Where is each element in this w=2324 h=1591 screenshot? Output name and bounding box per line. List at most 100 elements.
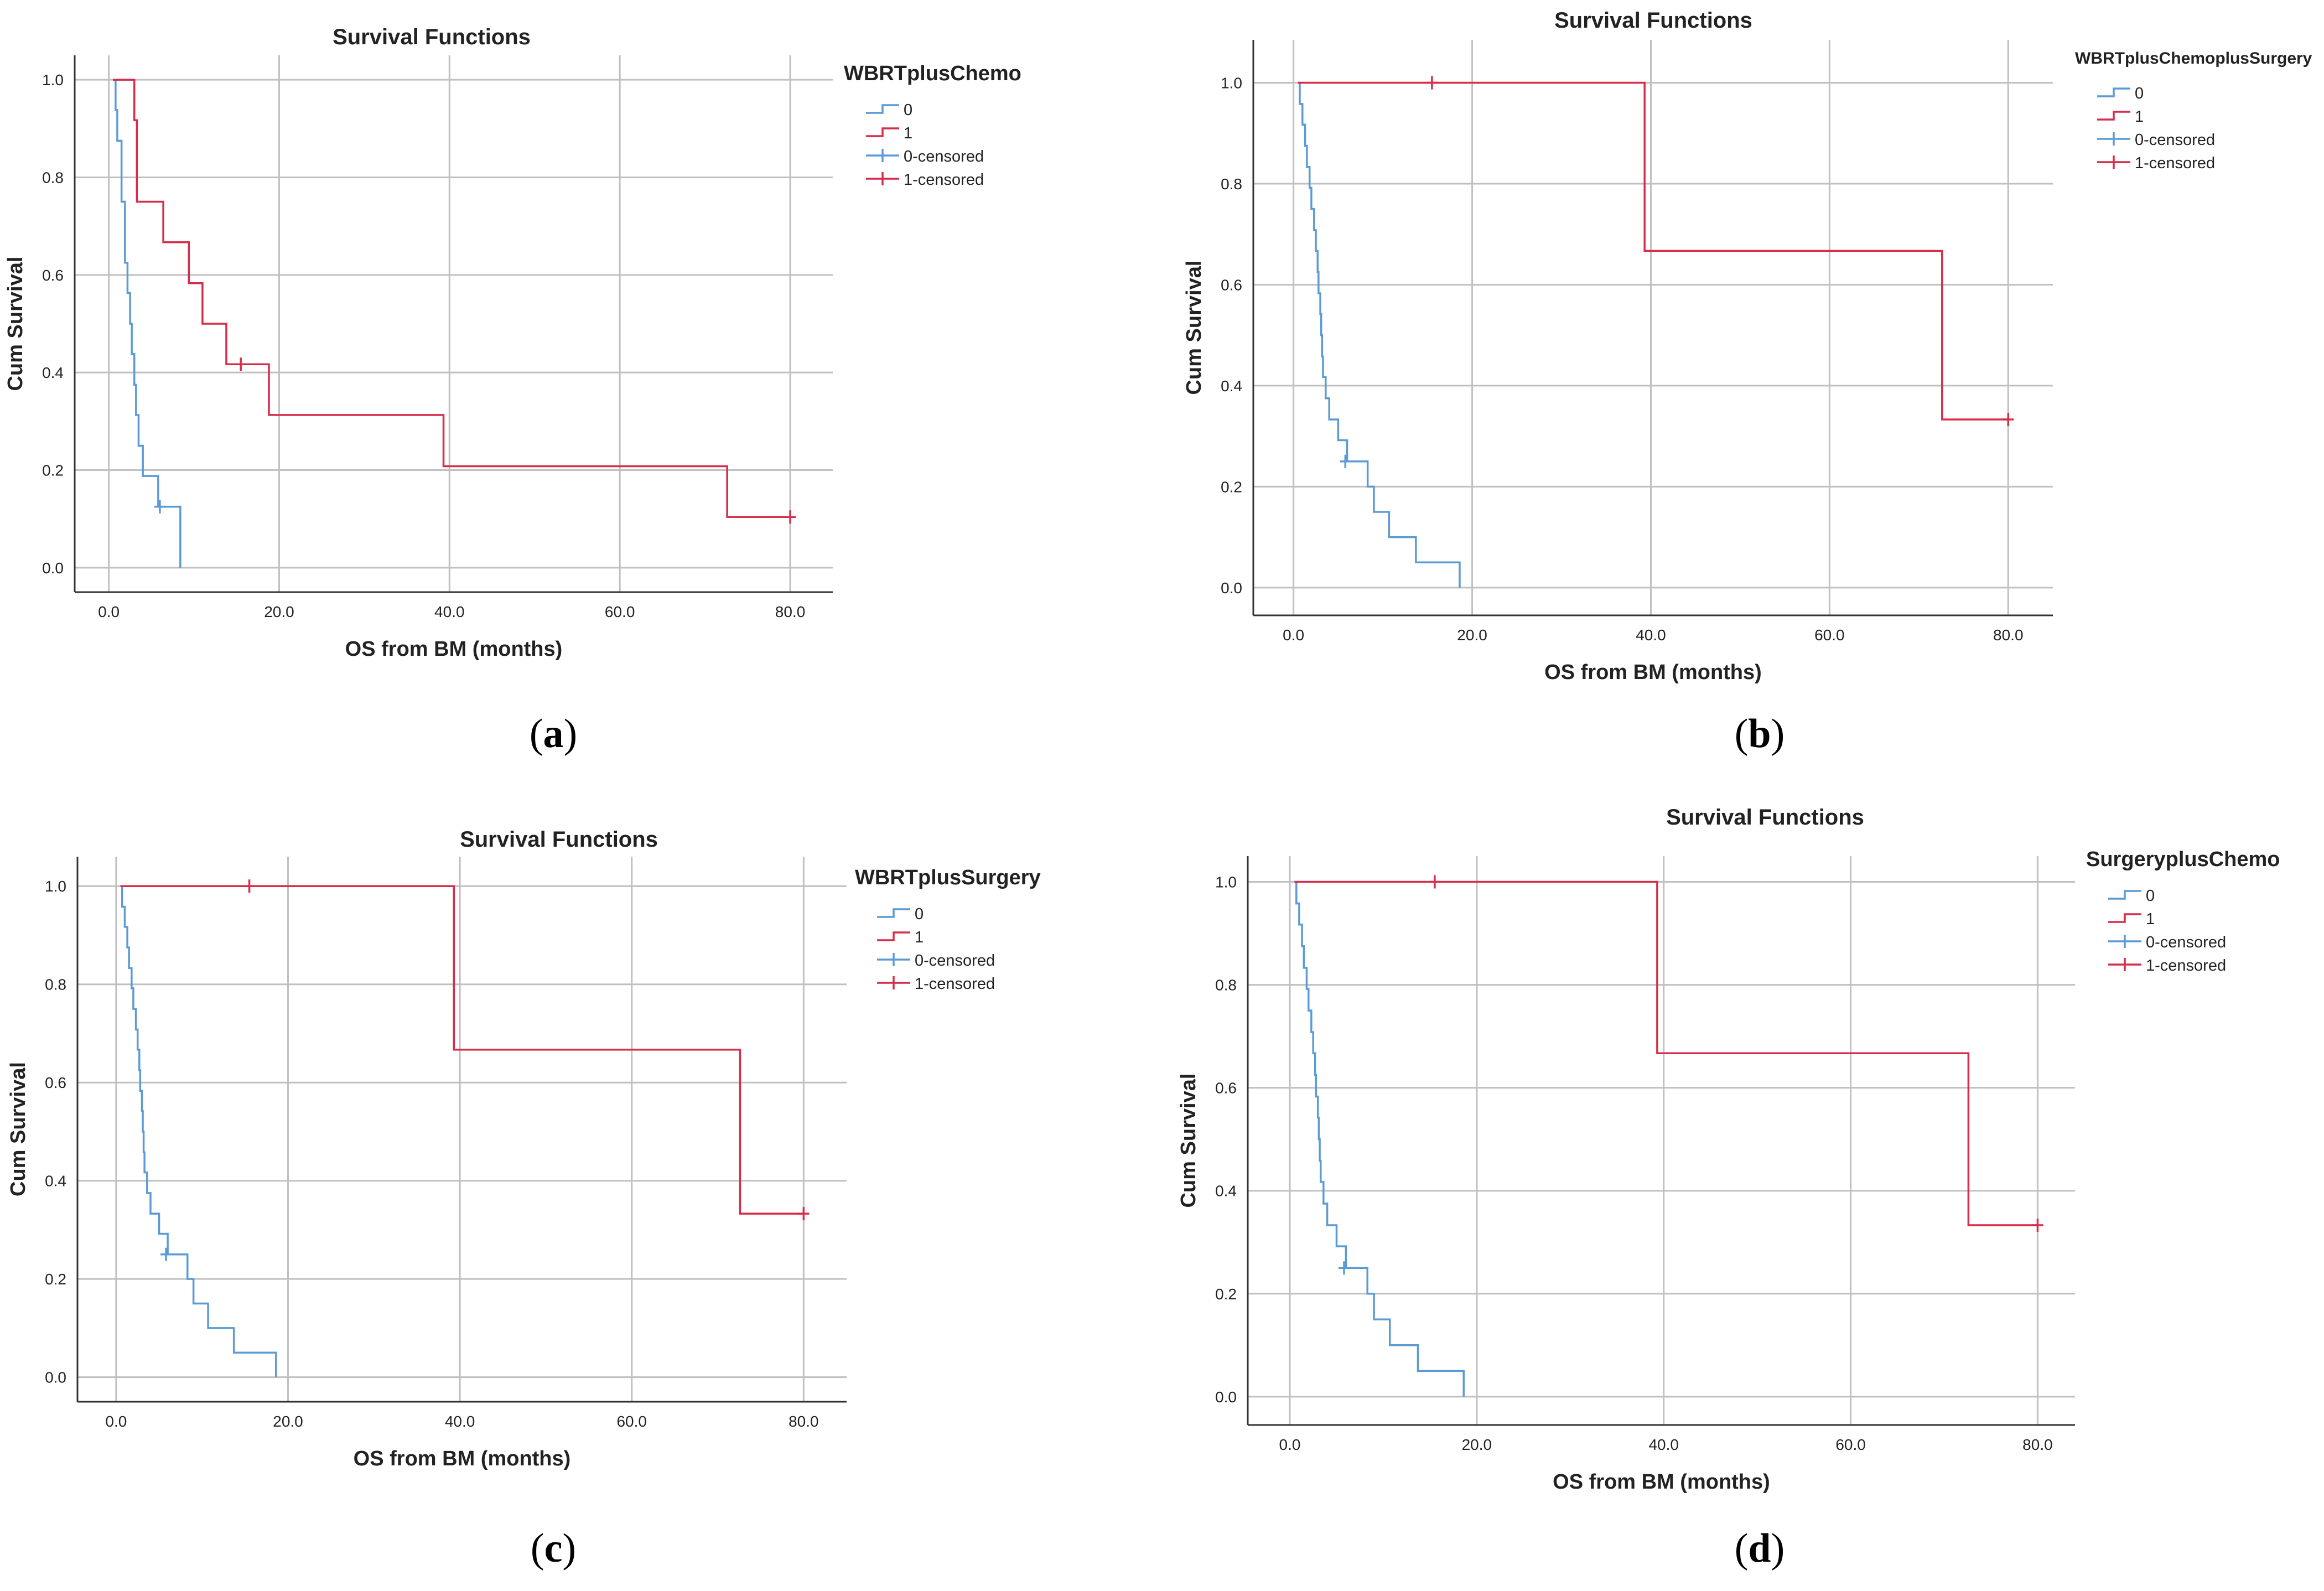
censor-mark-group-1 bbox=[798, 1207, 810, 1221]
survival-curve-group-1 bbox=[113, 79, 791, 518]
x-tick-label: 40.0 bbox=[445, 1413, 475, 1430]
chart-panel-d: 0.0 20.0 40.0 60.0 80.0 0.0 0.2 0.4 0.6 0.8 1.0 Sur… bbox=[1177, 805, 2280, 1571]
y-tick-label: 0.4 bbox=[45, 1173, 66, 1190]
legend-entry: 1-censored bbox=[915, 975, 995, 993]
legend: WBRTplusChemo 0 1 0-censored 1-censored bbox=[844, 62, 1021, 189]
chart-panel-b: 0.0 20.0 40.0 60.0 80.0 0.0 0.2 0.4 0.6 0.8 1.0 Sur… bbox=[1182, 8, 2312, 756]
panel-label-letter: c bbox=[544, 1526, 563, 1571]
chart-panel-c: 0.0 20.0 40.0 60.0 80.0 0.0 0.2 0.4 0.6 0.8 1.0 Sur… bbox=[7, 827, 1041, 1571]
y-tick-label: 0.2 bbox=[45, 1271, 66, 1288]
y-tick-label: 0.8 bbox=[1221, 175, 1242, 193]
censor-mark-group-1 bbox=[235, 357, 247, 371]
y-axis-label: Cum Survival bbox=[4, 257, 27, 391]
y-tick-label: 0.6 bbox=[1221, 276, 1242, 293]
x-tick-label: 20.0 bbox=[1457, 626, 1487, 644]
y-tick-label: 0.0 bbox=[45, 1369, 66, 1386]
legend-swatch-censor bbox=[2108, 935, 2141, 948]
legend-swatch-step bbox=[2108, 890, 2141, 900]
legend-entry: 1 bbox=[2135, 108, 2144, 126]
legend-entry: 0-censored bbox=[904, 148, 984, 165]
panel-label: (c) bbox=[531, 1526, 576, 1571]
legend-title: WBRTplusSurgery bbox=[855, 866, 1041, 889]
censor-mark-group-0 bbox=[160, 1247, 172, 1261]
legend-swatch-censor bbox=[2108, 958, 2141, 971]
legend-swatch-censor bbox=[866, 172, 899, 185]
legend-swatch-censor bbox=[877, 976, 910, 989]
y-tick-label: 1.0 bbox=[42, 71, 64, 89]
y-tick-label: 0.8 bbox=[45, 976, 66, 993]
y-tick-label: 0.6 bbox=[42, 267, 64, 284]
survival-curve-group-0 bbox=[1298, 81, 1461, 588]
legend-swatch-step bbox=[2108, 913, 2141, 923]
legend-swatch-step bbox=[877, 931, 910, 941]
censor-mark-group-1 bbox=[243, 879, 255, 893]
legend-entry: 0 bbox=[2146, 887, 2155, 905]
legend-entry: 1-censored bbox=[2146, 957, 2226, 975]
x-axis-label: OS from BM (months) bbox=[1553, 1470, 1770, 1494]
y-tick-label: 1.0 bbox=[45, 878, 66, 895]
survival-curve-group-1 bbox=[1298, 81, 2009, 421]
x-tick-label: 80.0 bbox=[2022, 1436, 2053, 1453]
legend-entry: 0-censored bbox=[915, 952, 995, 970]
x-tick-label: 0.0 bbox=[98, 603, 120, 620]
x-tick-label: 40.0 bbox=[1636, 626, 1666, 644]
legend-swatch-step bbox=[2097, 87, 2130, 97]
chart-title: Survival Functions bbox=[1666, 805, 1864, 830]
survival-curve-group-1 bbox=[1294, 880, 2038, 1226]
x-tick-label: 80.0 bbox=[775, 603, 806, 620]
legend-title: SurgeryplusChemo bbox=[2086, 848, 2280, 871]
censor-mark-group-1 bbox=[1429, 875, 1440, 889]
legend-swatch-step bbox=[866, 104, 899, 114]
x-tick-label: 80.0 bbox=[788, 1413, 819, 1430]
y-tick-label: 0.4 bbox=[1215, 1183, 1237, 1200]
censor-mark-group-0 bbox=[1338, 1261, 1350, 1275]
legend-entry: 1-censored bbox=[2135, 154, 2215, 172]
panel-label: (a) bbox=[530, 711, 577, 756]
legend-swatch-censor bbox=[2097, 156, 2130, 169]
x-tick-label: 20.0 bbox=[273, 1413, 303, 1430]
y-tick-label: 0.8 bbox=[1215, 977, 1237, 994]
x-tick-label: 0.0 bbox=[1279, 1436, 1301, 1453]
chart-title: Survival Functions bbox=[460, 827, 658, 852]
survival-curve-group-0 bbox=[120, 885, 277, 1377]
chart-panel-a: 0.0 20.0 40.0 60.0 80.0 0.0 0.2 0.4 0.6 0.8 1.0 Sur… bbox=[4, 25, 1021, 756]
y-axis-label: Cum Survival bbox=[7, 1062, 30, 1196]
y-tick-label: 0.8 bbox=[42, 169, 64, 186]
y-tick-label: 1.0 bbox=[1221, 75, 1242, 92]
survival-curve-group-1 bbox=[120, 885, 804, 1215]
legend-swatch-censor bbox=[866, 149, 899, 162]
y-tick-label: 0.2 bbox=[1215, 1286, 1237, 1303]
x-tick-label: 20.0 bbox=[264, 603, 294, 620]
legend: WBRTplusChemoplusSurgery 0 1 0-censored 1-ce… bbox=[2075, 49, 2312, 172]
x-tick-label: 60.0 bbox=[1814, 626, 1845, 644]
panel-label-letter: a bbox=[543, 711, 564, 756]
legend-entry: 0 bbox=[915, 905, 924, 923]
censor-mark-group-0 bbox=[154, 500, 165, 514]
legend: WBRTplusSurgery 0 1 0-censored 1-censored bbox=[855, 866, 1041, 993]
legend-swatch-step bbox=[866, 127, 899, 137]
legend-entry: 1 bbox=[2146, 910, 2155, 928]
legend-entry: 0 bbox=[2135, 85, 2144, 102]
x-tick-label: 0.0 bbox=[1283, 626, 1304, 644]
panel-label-letter: b bbox=[1748, 711, 1771, 756]
survival-curve-group-0 bbox=[1294, 880, 1465, 1397]
legend-swatch-censor bbox=[2097, 132, 2130, 146]
y-tick-label: 0.6 bbox=[1215, 1080, 1237, 1097]
censor-mark-group-0 bbox=[1340, 454, 1351, 468]
legend-swatch-step bbox=[2097, 111, 2130, 121]
x-axis-label: OS from BM (months) bbox=[1544, 661, 1762, 684]
y-axis-label: Cum Survival bbox=[1182, 261, 1206, 395]
x-axis-label: OS from BM (months) bbox=[345, 638, 563, 661]
y-tick-label: 0.0 bbox=[42, 559, 64, 577]
y-tick-label: 0.0 bbox=[1215, 1388, 1237, 1406]
censor-mark-group-1 bbox=[785, 510, 796, 524]
legend-title: WBRTplusChemo bbox=[844, 62, 1021, 85]
y-tick-label: 0.0 bbox=[1221, 579, 1242, 597]
x-tick-label: 60.0 bbox=[605, 603, 635, 620]
x-tick-label: 20.0 bbox=[1462, 1436, 1492, 1453]
y-tick-label: 0.2 bbox=[42, 462, 64, 479]
survival-curve-group-0 bbox=[113, 79, 181, 568]
chart-title: Survival Functions bbox=[333, 25, 531, 49]
legend-entry: 1-censored bbox=[904, 171, 984, 189]
